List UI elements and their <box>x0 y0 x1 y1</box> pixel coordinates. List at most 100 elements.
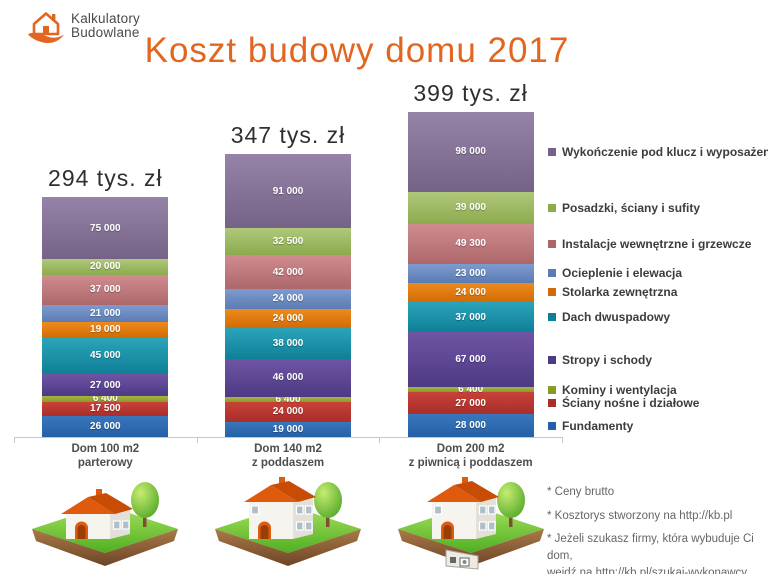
segment-value-label: 49 300 <box>455 238 486 250</box>
legend-item: Dach dwuspadowy <box>548 309 670 325</box>
segment-value-label: 91 000 <box>272 185 304 197</box>
category-label: Dom 100 m2 parterowy <box>71 443 140 469</box>
segment-value-label: 75 000 <box>90 222 121 234</box>
logo-text: Kalkulatory Budowlane <box>71 10 140 41</box>
legend-item: Stropy i schody <box>548 352 652 368</box>
footnote: * Kosztorys stworzony na http://kb.pl <box>547 509 733 522</box>
bar-segment: 17 500 <box>42 401 169 416</box>
bar-segment: 39 000 <box>407 191 534 224</box>
bar-total-label: 399 tys. zł <box>413 80 528 107</box>
legend-label: Ocieplenie i elewacja <box>562 266 683 281</box>
bar-segment: 37 000 <box>407 302 534 333</box>
segment-value-label: 67 000 <box>455 354 486 366</box>
bar-segment: 27 000 <box>407 392 534 415</box>
bar-segment: 42 000 <box>225 254 351 290</box>
bar-segment: 6 400 <box>225 394 351 405</box>
legend-swatch <box>548 147 556 156</box>
legend-label: Instalacje wewnętrzne i grzewcze <box>562 236 752 251</box>
legend-swatch <box>548 421 556 430</box>
legend-swatch <box>548 269 556 278</box>
logo-text-line2: Budowlane <box>71 25 140 40</box>
house-in-hand-icon <box>28 12 64 44</box>
segment-value-label: 45 000 <box>90 350 121 362</box>
bar-segment: 24 000 <box>225 401 351 422</box>
axis-baseline <box>14 437 562 438</box>
bar-segment: 46 000 <box>225 359 351 397</box>
legend-item: Stolarka zewnętrzna <box>548 284 677 300</box>
category-label: Dom 200 m2 z piwnicą i poddaszem <box>408 443 533 469</box>
bar-segment: 45 000 <box>42 337 169 375</box>
segment-value-label: 24 000 <box>272 293 304 305</box>
house-200m2-illustration <box>397 477 544 570</box>
page-title: Koszt budowy domu 2017 <box>144 31 570 70</box>
legend-swatch <box>548 239 556 248</box>
logo: Kalkulatory Budowlane <box>26 7 140 45</box>
bar-segment: 21 000 <box>42 305 169 323</box>
bar-segment: 91 000 <box>225 154 351 229</box>
segment-value-label: 23 000 <box>455 267 486 279</box>
footnote: * Jeżeli szukasz firmy, która wybuduje C… <box>547 533 754 574</box>
segment-value-label: 46 000 <box>272 372 304 384</box>
axis-tick <box>196 437 198 443</box>
bar-segment: 49 300 <box>407 223 534 264</box>
bar-segment: 28 000 <box>407 414 534 437</box>
legend-swatch <box>548 288 556 297</box>
bar-segment: 23 000 <box>407 263 534 283</box>
segment-value-label: 37 000 <box>90 284 121 296</box>
bar-segment: 38 000 <box>225 328 351 360</box>
bar-segment: 98 000 <box>407 112 534 192</box>
bar-total-label: 347 tys. zł <box>230 122 346 149</box>
bar-segment: 19 000 <box>42 322 169 338</box>
bar-segment: 6 400 <box>407 384 534 395</box>
legend-item: Ściany nośne i działowe <box>548 395 699 411</box>
bar-segment: 75 000 <box>42 197 169 259</box>
legend-item: Posadzki, ściany i sufity <box>548 200 700 216</box>
legend-swatch <box>548 385 556 394</box>
axis-tick <box>379 437 381 443</box>
segment-value-label: 39 000 <box>455 202 486 214</box>
bar-total-label: 294 tys. zł <box>48 165 163 192</box>
segment-value-label: 98 000 <box>455 146 486 158</box>
bar-segment: 24 000 <box>225 289 351 309</box>
bar-segment: 20 000 <box>42 258 169 275</box>
segment-value-label: 37 000 <box>455 311 486 323</box>
legend-label: Kominy i wentylacja <box>562 382 677 397</box>
footnotes: * Ceny brutto * Kosztorys stworzony na ht… <box>547 484 765 574</box>
bar-segment: 6 400 <box>42 393 169 404</box>
segment-value-label: 20 000 <box>90 261 121 273</box>
house-100m2-illustration <box>32 482 179 566</box>
segment-value-label: 19 000 <box>272 423 304 435</box>
segment-value-label: 26 000 <box>90 420 121 432</box>
legend-item: Wykończenie pod klucz i wyposażenie <box>548 144 768 160</box>
segment-value-label: 27 000 <box>90 379 121 391</box>
legend-label: Fundamenty <box>562 418 634 433</box>
bar-segment: 24 000 <box>407 282 534 303</box>
house-140m2-illustration <box>215 477 361 566</box>
segment-value-label: 17 500 <box>90 403 121 415</box>
segment-value-label: 27 000 <box>455 397 486 409</box>
bar-segment: 67 000 <box>407 332 534 387</box>
legend-label: Ściany nośne i działowe <box>562 396 700 411</box>
segment-value-label: 38 000 <box>272 338 304 350</box>
bar-segment: 24 000 <box>225 308 351 329</box>
bar-segment: 27 000 <box>42 374 169 397</box>
segment-value-label: 32 500 <box>272 236 304 248</box>
legend-label: Dach dwuspadowy <box>562 310 671 325</box>
legend-item: Kominy i wentylacja <box>548 382 677 398</box>
legend-item: Ocieplenie i elewacja <box>548 265 682 281</box>
segment-value-label: 24 000 <box>455 286 486 298</box>
bar-segment: 37 000 <box>42 274 169 306</box>
footnote: * Ceny brutto <box>547 486 615 498</box>
axis-tick <box>14 437 15 443</box>
segment-value-label: 19 000 <box>90 324 121 336</box>
bar-segment: 26 000 <box>42 415 169 437</box>
legend-item: Instalacje wewnętrzne i grzewcze <box>548 236 751 252</box>
legend-item: Fundamenty <box>548 418 633 434</box>
bar-segment: 32 500 <box>225 228 351 255</box>
legend-swatch <box>548 203 556 212</box>
logo-text-line1: Kalkulatory <box>71 10 140 26</box>
segment-value-label: 21 000 <box>90 308 121 320</box>
legend-label: Wykończenie pod klucz i wyposażenie <box>562 144 768 159</box>
legend-swatch <box>548 355 556 364</box>
